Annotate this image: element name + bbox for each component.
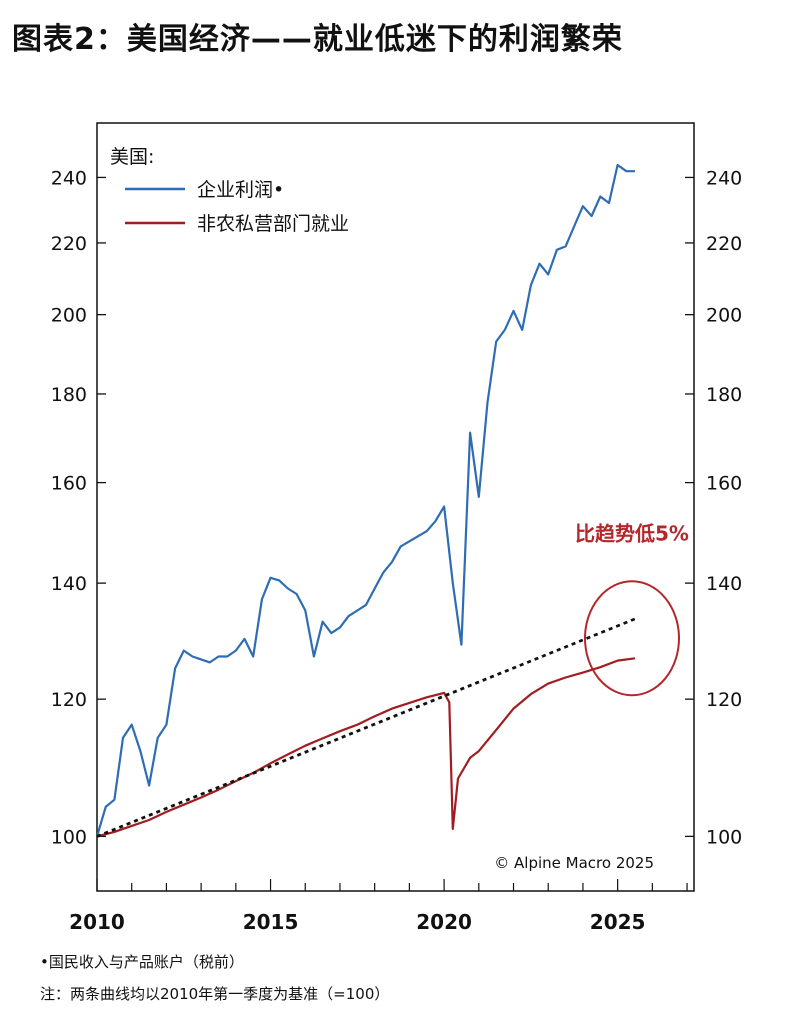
y-tick-label-left: 120	[51, 689, 87, 711]
y-tick-label-left: 220	[51, 233, 87, 255]
y-tick-label-right: 180	[706, 384, 742, 406]
y-tick-label-left: 180	[51, 384, 87, 406]
y-tick-label-left: 160	[51, 473, 87, 495]
y-tick-label-left: 140	[51, 573, 87, 595]
y-tick-label-left: 240	[51, 167, 87, 189]
y-tick-label-right: 140	[706, 573, 742, 595]
footnote-note: 注：两条曲线均以2010年第一季度为基准（=100）	[40, 985, 390, 1003]
y-tick-label-right: 120	[706, 689, 742, 711]
y-tick-label-right: 100	[706, 826, 742, 848]
annotation-label: 比趋势低5%	[575, 521, 689, 545]
x-tick-label: 2010	[69, 910, 125, 934]
legend-label-profits: 企业利润•	[197, 179, 284, 201]
watermark: © Alpine Macro 2025	[494, 854, 654, 872]
footnote-source: •国民收入与产品账户（税前）	[40, 953, 244, 971]
legend-label-employment: 非农私营部门就业	[197, 213, 349, 235]
series-line-trend	[97, 617, 636, 838]
y-tick-label-right: 200	[706, 305, 742, 327]
annotation-circle	[583, 580, 680, 697]
plot-frame	[96, 122, 695, 892]
x-tick-label: 2025	[590, 910, 646, 934]
y-tick-label-right: 160	[706, 473, 742, 495]
y-tick-label-left: 200	[51, 305, 87, 327]
y-tick-label-right: 240	[706, 167, 742, 189]
footnotes: •国民收入与产品账户（税前） 注：两条曲线均以2010年第一季度为基准（=100…	[40, 946, 389, 1010]
y-tick-label-left: 100	[51, 826, 87, 848]
x-tick-label: 2015	[243, 910, 299, 934]
x-tick-label: 2020	[416, 910, 472, 934]
chart-title: 图表2：美国经济——就业低迷下的利润繁荣	[12, 22, 623, 57]
series-line-employment	[97, 657, 636, 838]
series-line-profits	[97, 163, 635, 837]
legend-header: 美国:	[110, 146, 154, 168]
y-tick-label-right: 220	[706, 233, 742, 255]
